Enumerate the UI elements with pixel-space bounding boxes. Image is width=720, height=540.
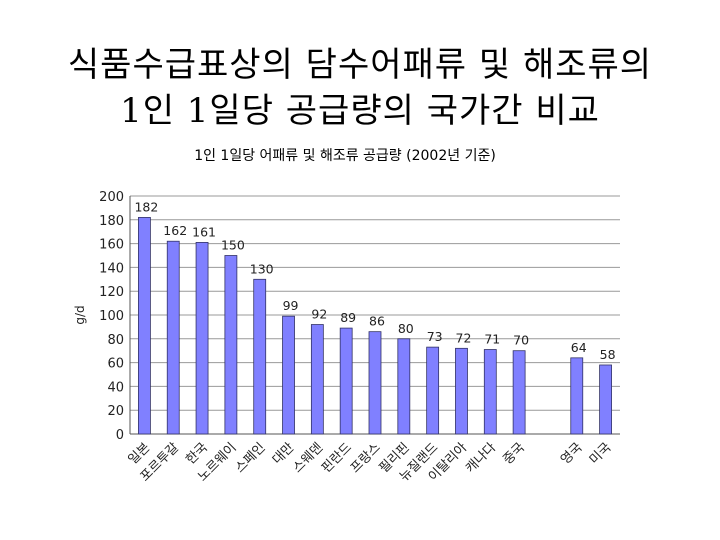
slide-title-line2: 1인 1일당 공급량의 국가간 비교 — [120, 91, 600, 131]
y-tick-label: 180 — [99, 214, 124, 229]
chart-title: 1인 1일당 어패류 및 해조류 공급량 (2002년 기준) — [194, 148, 496, 164]
data-label: 64 — [571, 340, 587, 355]
y-tick-label: 80 — [107, 333, 124, 348]
x-tick-label: 미국 — [587, 440, 615, 468]
bar — [512, 350, 526, 435]
bar — [455, 347, 468, 435]
data-label: 161 — [192, 224, 216, 239]
data-label: 130 — [250, 261, 274, 276]
bar — [599, 364, 612, 435]
data-label: 58 — [600, 347, 616, 362]
y-axis-label: g/d — [73, 305, 87, 324]
bar — [339, 327, 353, 435]
data-label: 73 — [427, 329, 443, 344]
data-label: 72 — [456, 330, 472, 345]
y-tick-label: 0 — [116, 428, 124, 443]
y-tick-label: 140 — [99, 261, 124, 276]
x-tick-label: 캐나다 — [463, 440, 499, 476]
y-tick-label: 100 — [99, 309, 124, 324]
x-tick-label: 스웨덴 — [290, 440, 326, 476]
data-label: 70 — [513, 333, 529, 348]
data-label: 162 — [163, 223, 187, 238]
y-tick-label: 160 — [99, 238, 124, 253]
x-tick-label: 프랑스 — [348, 440, 384, 476]
data-label: 182 — [134, 199, 158, 214]
bar — [253, 278, 267, 435]
x-tick-label: 중국 — [500, 440, 528, 468]
data-label: 150 — [221, 238, 245, 253]
x-tick-label: 스페인 — [233, 440, 269, 476]
bar — [166, 240, 180, 435]
data-label: 99 — [283, 298, 299, 313]
bar — [310, 324, 324, 435]
y-tick-label: 20 — [107, 404, 124, 419]
bar — [397, 338, 411, 435]
bar — [282, 315, 295, 435]
y-tick-label: 60 — [107, 357, 124, 372]
bar — [224, 255, 238, 435]
bar — [483, 349, 497, 435]
y-tick-label: 40 — [107, 380, 124, 395]
data-label: 89 — [340, 310, 356, 325]
data-label: 71 — [484, 332, 500, 347]
slide-title-line1: 식품수급표상의 담수어패류 및 해조류의 — [67, 45, 653, 85]
bar — [570, 357, 584, 435]
y-tick-label: 120 — [99, 285, 124, 300]
bar — [368, 331, 382, 435]
x-tick-label: 영국 — [558, 440, 586, 468]
bar — [426, 346, 440, 435]
x-tick-label: 핀란드 — [319, 440, 355, 476]
bar — [138, 217, 151, 435]
data-label: 86 — [369, 314, 385, 329]
bar — [195, 242, 209, 435]
slide-title: 식품수급표상의 담수어패류 및 해조류의 1인 1일당 공급량의 국가간 비교 — [0, 42, 720, 134]
y-tick-label: 200 — [99, 190, 124, 205]
data-label: 92 — [311, 307, 327, 322]
data-label: 80 — [398, 321, 414, 336]
